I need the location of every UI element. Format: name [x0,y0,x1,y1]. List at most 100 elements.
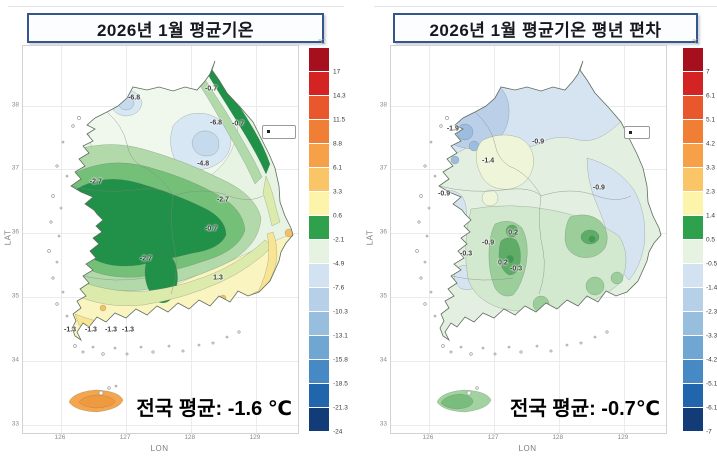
colorbar-tick-label: 17 [333,68,341,76]
left-x-axis-label: LON [150,444,169,453]
contour-labels-layer: -1.9 -0.9 -1.4 -0.9 -0.9 0.2 -0.9 -0.3 0.2 -0.3 [391,46,666,433]
colorbar-tick-label: -4.9 [333,260,345,268]
x-axis-tick: 126 [422,434,434,441]
y-axis-tick: 33 [11,420,19,428]
contour-label: -1.4 [482,157,495,165]
colorbar-tick-label: 0.6 [333,212,343,220]
colorbar-segment [309,144,329,168]
colorbar-segment [683,264,703,288]
colorbar-segment [683,288,703,312]
colorbar-tick-label: 0.5 [706,236,716,244]
station-dot-icon [267,130,270,133]
colorbar-tick-label: -10.3 [333,308,348,316]
colorbar-tick-label: -24 [333,428,343,436]
y-axis-tick: 38 [379,101,387,109]
contour-label: -0.9 [592,184,605,192]
colorbar-segment [683,408,703,432]
colorbar-tick-label: 3.3 [333,188,343,196]
temperature-colorbar [309,48,329,432]
contour-label: -0.3 [460,250,473,258]
anomaly-plot-area: -1.9 -0.9 -1.4 -0.9 -0.9 0.2 -0.9 -0.3 0.2 -0.3 전… [390,45,667,434]
colorbar-segment [683,384,703,408]
colorbar-unit-label: ℃ [692,39,700,46]
colorbar-segment [309,336,329,360]
right-y-axis-ticks: 38 37 36 35 34 33 [371,45,387,432]
y-axis-tick: 37 [379,164,387,172]
colorbar-tick-label: 8.8 [333,140,343,148]
colorbar-tick-label: -3.3 [706,332,717,340]
contour-labels-layer: -6.8 -0.7 -6.8 -0.7 -4.8 -2.7 -2.7 -0.7 -2.7 1.3 -… [23,46,298,433]
station-dot-icon [629,131,632,134]
figure-top-edge-line [8,6,344,7]
colorbar-segment [309,96,329,120]
y-axis-tick: 35 [379,292,387,300]
colorbar-tick-label: -13.1 [333,332,348,340]
colorbar-tick-label: 7 [706,68,710,76]
contour-label: -1.3 [84,326,97,334]
colorbar-tick-label: 6.1 [333,164,343,172]
y-axis-tick: 33 [379,420,387,428]
colorbar-tick-label: 1.4 [706,212,716,220]
contour-label: -0.7 [205,85,218,93]
right-x-axis-label: LON [518,444,537,453]
temperature-colorbar-labels: 17 14.3 11.5 8.8 6.1 3.3 0.6 -2.1 -4.9 -7.6 -10.3 -… [333,48,357,436]
y-axis-tick: 35 [11,292,19,300]
mainland-coastline [438,60,662,342]
province-borders [439,111,632,295]
anomaly-colorbar-labels: 7 6.1 5.1 4.2 3.3 2.3 1.4 0.5 -0.5 -1.4 -2.3 -3.3 -4… [706,48,717,436]
anomaly-colorbar [683,48,703,432]
colorbar-tick-label: -7.6 [333,284,345,292]
colorbar-unit-label: ℃ [318,39,326,46]
contour-label: -2.7 [216,196,229,204]
colorbar-segment [309,48,329,72]
colorbar-tick-label: -1.4 [706,284,717,292]
left-y-axis-label: LAT [3,229,13,246]
colorbar-segment [683,336,703,360]
contour-label: -2.7 [139,255,152,263]
colorbar-tick-label: -21.3 [333,404,348,412]
left-panel-title: 2026년 1월 평균기온 [27,13,324,43]
contour-label: -1.9 [446,125,459,133]
x-axis-tick: 128 [552,434,564,441]
contour-label: -0.9 [438,190,451,198]
contour-label: -0.9 [532,138,545,146]
colorbar-segment [683,360,703,384]
colorbar-segment [309,240,329,264]
colorbar-tick-label: -15.8 [333,356,348,364]
x-axis-tick: 129 [617,434,629,441]
colorbar-tick-label: -4.2 [706,356,717,364]
colorbar-segment [309,216,329,240]
colorbar-segment [309,192,329,216]
colorbar-tick-label: 2.3 [706,188,716,196]
coastal-islands [415,116,609,356]
contour-label: -1.3 [63,326,77,334]
contour-label: 0.2 [498,259,508,267]
colorbar-tick-label: -7 [706,428,712,436]
x-axis-tick: 127 [487,434,499,441]
left-x-axis-ticks: 126 127 128 129 [22,434,297,444]
colorbar-segment [683,192,703,216]
colorbar-tick-label: -6.1 [706,404,717,412]
colorbar-segment [309,72,329,96]
contour-label: -6.8 [128,94,141,102]
x-axis-tick: 126 [54,434,66,441]
colorbar-tick-label: 11.5 [333,116,346,124]
y-axis-tick: 37 [11,164,19,172]
colorbar-segment [683,120,703,144]
contour-label: -1.3 [104,326,118,334]
colorbar-segment [309,312,329,336]
korea-anomaly-map [415,60,662,413]
mainland-coastline [70,60,294,342]
colorbar-segment [309,288,329,312]
colorbar-segment [683,240,703,264]
right-panel-title: 2026년 1월 평균기온 평년 편차 [393,13,698,43]
contour-label: -0.7 [232,120,245,128]
colorbar-segment [683,144,703,168]
colorbar-tick-label: 5.1 [706,116,716,124]
colorbar-segment [309,120,329,144]
contour-label: -0.3 [510,265,523,273]
colorbar-segment [309,168,329,192]
colorbar-tick-label: -18.5 [333,380,348,388]
colorbar-tick-label: -5.1 [706,380,717,388]
